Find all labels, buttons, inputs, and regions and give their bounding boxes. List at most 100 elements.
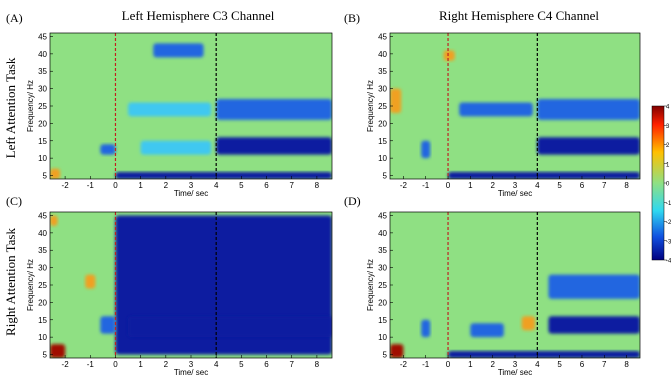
heatmap-blob [548, 316, 640, 334]
heatmap-blob [421, 140, 431, 159]
panel-label-c: (C) [6, 194, 22, 208]
x-tick-label: 6 [264, 360, 269, 369]
x-tick-label: 5 [239, 181, 244, 190]
x-tick-label: 5 [557, 360, 562, 369]
heatmap-blob [537, 137, 640, 155]
y-tick-label: 35 [38, 67, 47, 76]
y-axis-label: Frequency/ Hz [26, 259, 35, 311]
heatmap-blob [50, 215, 58, 226]
x-tick-label: 0 [113, 181, 118, 190]
heatmap-blob [50, 168, 61, 179]
colorbar-tick-label: -1 [666, 201, 671, 207]
panel-title-a: Left Hemisphere C3 Channel [122, 8, 275, 23]
x-tick-label: 4 [535, 181, 540, 190]
heatmap-blob [128, 102, 212, 117]
y-axis-label: Frequency/ Hz [366, 259, 375, 311]
x-tick-label: -1 [87, 181, 95, 190]
y-tick-label: 40 [378, 229, 387, 238]
colorbar-tick-label: -3 [666, 239, 671, 245]
colorbar-tick-label: -4 [666, 259, 671, 265]
x-tick-label: 5 [557, 181, 562, 190]
x-tick-label: 7 [602, 181, 607, 190]
y-tick-label: 45 [38, 32, 47, 41]
y-tick-label: 20 [378, 298, 387, 307]
y-tick-label: 10 [378, 333, 387, 342]
x-tick-label: 5 [239, 360, 244, 369]
y-tick-label: 25 [38, 102, 47, 111]
x-tick-label: 8 [315, 360, 320, 369]
y-tick-label: 5 [383, 172, 388, 181]
x-tick-label: 7 [602, 360, 607, 369]
heatmap-blob [390, 88, 402, 113]
colorbar-tick-label: -2 [666, 220, 671, 226]
colorbar-tick-label: 3 [666, 124, 670, 130]
colorbar: 4 3 2 1 0 -1 -2 -3 -4 [651, 105, 671, 265]
y-tick-label: 20 [38, 119, 47, 128]
y-tick-label: 30 [38, 85, 47, 94]
colorbar-tick-label: 2 [666, 143, 670, 149]
y-tick-label: 5 [43, 351, 48, 360]
x-tick-label: -2 [62, 360, 70, 369]
heatmap-blob [521, 316, 536, 331]
heatmap-blob [128, 316, 332, 338]
x-tick-label: 3 [189, 360, 194, 369]
x-tick-label: 1 [468, 181, 473, 190]
y-tick-label: 35 [378, 67, 387, 76]
y-tick-label: 35 [38, 246, 47, 255]
colorbar-tick-label: 4 [666, 105, 670, 111]
x-tick-label: 3 [513, 181, 518, 190]
y-tick-label: 45 [378, 32, 387, 41]
y-tick-label: 5 [383, 351, 388, 360]
x-tick-label: 2 [164, 181, 169, 190]
y-tick-label: 45 [38, 211, 47, 220]
y-tick-label: 5 [43, 172, 48, 181]
y-axis-label: Frequency/ Hz [26, 80, 35, 132]
heatmap-blob [50, 344, 66, 358]
x-tick-label: 1 [468, 360, 473, 369]
x-axis-label: Time/ sec [498, 189, 532, 198]
x-tick-label: 6 [264, 181, 269, 190]
y-tick-label: 10 [38, 333, 47, 342]
x-tick-label: 8 [624, 360, 629, 369]
panel-title-b: Right Hemisphere C4 Channel [439, 8, 599, 23]
y-tick-label: 25 [38, 281, 47, 290]
y-tick-label: 25 [378, 281, 387, 290]
x-tick-label: 0 [113, 360, 118, 369]
heatmap-blob [216, 99, 332, 120]
heatmap-blob [140, 140, 212, 155]
y-tick-label: 35 [378, 246, 387, 255]
heatmap-blob [216, 137, 332, 155]
y-tick-label: 40 [378, 50, 387, 59]
heatmap-blob [100, 144, 116, 155]
y-tick-label: 20 [38, 298, 47, 307]
x-tick-label: 1 [138, 181, 143, 190]
heatmap-blob [470, 323, 504, 338]
x-tick-label: 4 [214, 360, 219, 369]
heatmap-blob [459, 102, 533, 117]
x-tick-label: 0 [446, 181, 451, 190]
x-tick-label: -1 [422, 181, 430, 190]
heatmap-blob [85, 274, 96, 289]
colorbar-tick-label: 0 [666, 182, 670, 188]
colorbar-gradient [651, 105, 665, 261]
x-tick-label: 7 [289, 181, 294, 190]
x-axis-label: Time/ sec [174, 189, 208, 198]
heatmap-blob [390, 344, 404, 358]
heatmap-blob [100, 316, 116, 334]
heatmap-blob [448, 351, 640, 358]
y-tick-label: 15 [378, 316, 387, 325]
x-tick-label: 8 [315, 181, 320, 190]
x-tick-label: 3 [513, 360, 518, 369]
x-tick-label: -2 [62, 181, 70, 190]
panel-label-b: (B) [344, 11, 360, 25]
x-tick-label: 4 [535, 360, 540, 369]
x-tick-label: -1 [422, 360, 430, 369]
x-tick-label: 3 [189, 181, 194, 190]
x-tick-label: 6 [580, 181, 585, 190]
heatmap-blob [421, 319, 431, 338]
x-tick-label: 1 [138, 360, 143, 369]
x-axis-label: Time/ sec [498, 368, 532, 377]
